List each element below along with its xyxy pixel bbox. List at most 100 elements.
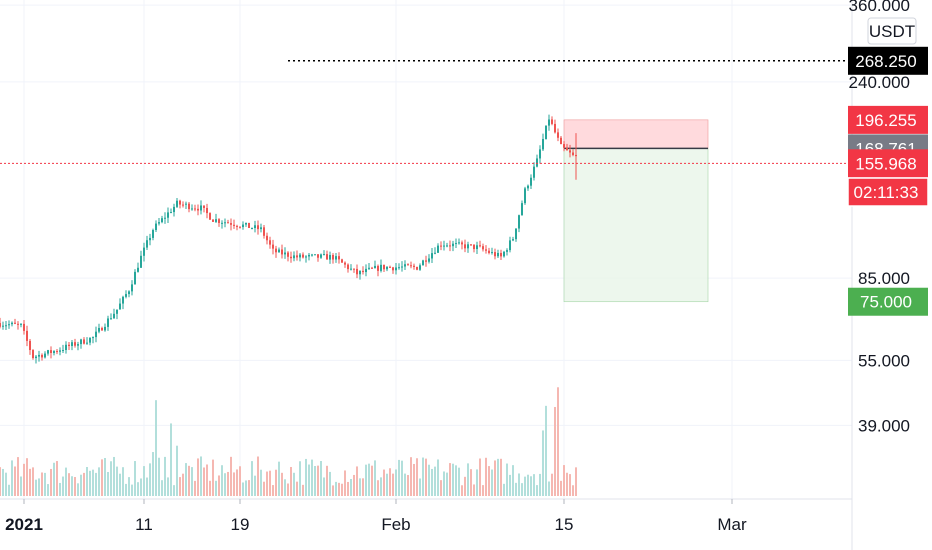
volume-bar [455, 465, 457, 496]
candle-body [176, 200, 178, 207]
volume-bar [503, 483, 505, 496]
candle-body [35, 356, 37, 359]
volume-bar [122, 467, 124, 496]
volume-bar [140, 478, 142, 496]
volume-bar [452, 463, 454, 496]
volume-bar [29, 468, 31, 496]
volume-bar [230, 456, 232, 496]
candle-body [551, 119, 553, 124]
volume-bar [161, 480, 163, 496]
volume-bar [302, 484, 304, 496]
volume-bar [194, 480, 196, 496]
candle-body [149, 237, 151, 241]
volume-bar [416, 458, 418, 496]
volume-bar [35, 479, 37, 496]
volume-bar [485, 457, 487, 496]
volume-bar [482, 485, 484, 496]
trade-setup-zones[interactable] [563, 119, 709, 303]
volume-bar [461, 485, 463, 496]
volume-bar [437, 459, 439, 496]
candle-body [362, 270, 364, 273]
time-tick-label: Feb [381, 515, 410, 534]
price-tick-label: 360.000 [849, 0, 910, 15]
candle-body [521, 203, 523, 216]
volume-bar [77, 483, 79, 496]
stop-badge-label: 196.255 [855, 111, 916, 130]
candle-body [44, 353, 46, 358]
volume-bar [269, 470, 271, 496]
volume-bar [365, 464, 367, 496]
volume-bar [200, 456, 202, 496]
volume-bar [521, 483, 523, 496]
volume-bar [305, 458, 307, 496]
candle-body [158, 222, 160, 224]
volume-bar [500, 458, 502, 496]
volume-bar [491, 469, 493, 496]
price-axis[interactable]: 360.000 240.000 85.000 55.000 39.000 [849, 0, 910, 435]
candle-body [284, 252, 286, 255]
volume-bar [236, 469, 238, 496]
candle-body [206, 207, 208, 214]
candle-body [329, 254, 331, 260]
volume-bar [197, 458, 199, 496]
volume-bar [239, 466, 241, 496]
volume-bar [47, 484, 49, 496]
currency-badge[interactable]: USDT [867, 17, 917, 45]
candle-body [98, 327, 100, 332]
volume-bar [251, 461, 253, 496]
candle-body [20, 323, 22, 325]
candle-body [413, 265, 415, 267]
volume-bar [530, 476, 532, 496]
volume-bar [479, 458, 481, 496]
volume-bar [314, 466, 316, 496]
candle-body [254, 225, 256, 228]
volume-bars [0, 387, 577, 496]
candle-body [557, 132, 559, 138]
candle-body [425, 260, 427, 262]
candle-body [170, 212, 172, 214]
candle-body [92, 337, 94, 339]
candle-body [59, 350, 61, 352]
candle-body [467, 244, 469, 249]
candle-body [152, 229, 154, 238]
volume-bar [320, 461, 322, 496]
volume-bar [44, 472, 46, 496]
volume-bar [539, 473, 541, 496]
volume-bar [59, 482, 61, 496]
volume-bar [224, 473, 226, 496]
candle-body [494, 252, 496, 257]
time-tick-label: 19 [231, 515, 250, 534]
volume-bar [203, 467, 205, 496]
candle-body [431, 253, 433, 259]
candle-body [320, 254, 322, 258]
volume-bar [533, 474, 535, 496]
candle-body [383, 264, 385, 270]
volume-bar [56, 461, 58, 496]
candle-body [62, 349, 64, 351]
volume-bar [560, 480, 562, 496]
volume-bar [383, 469, 385, 496]
volume-bar [116, 466, 118, 496]
volume-bar [152, 452, 154, 496]
candle-body [491, 252, 493, 254]
volume-bar [380, 477, 382, 496]
candle-body [410, 265, 412, 267]
volume-bar [71, 476, 73, 496]
volume-bar [413, 463, 415, 496]
stop-loss-zone[interactable] [563, 119, 709, 149]
candle-body [161, 218, 163, 223]
candle-body [263, 227, 265, 236]
volume-bar [101, 459, 103, 496]
volume-bar [245, 480, 247, 496]
volume-bar [68, 473, 70, 496]
grid-lines [0, 0, 852, 499]
time-axis[interactable]: 2021 11 19 Feb 15 Mar [5, 499, 747, 534]
candle-body [215, 219, 217, 222]
take-profit-zone[interactable] [563, 148, 709, 303]
stop-badge [848, 105, 928, 134]
candle-body [233, 224, 235, 226]
volume-bar [398, 459, 400, 496]
candle-body [248, 222, 250, 229]
volume-bar [104, 457, 106, 496]
